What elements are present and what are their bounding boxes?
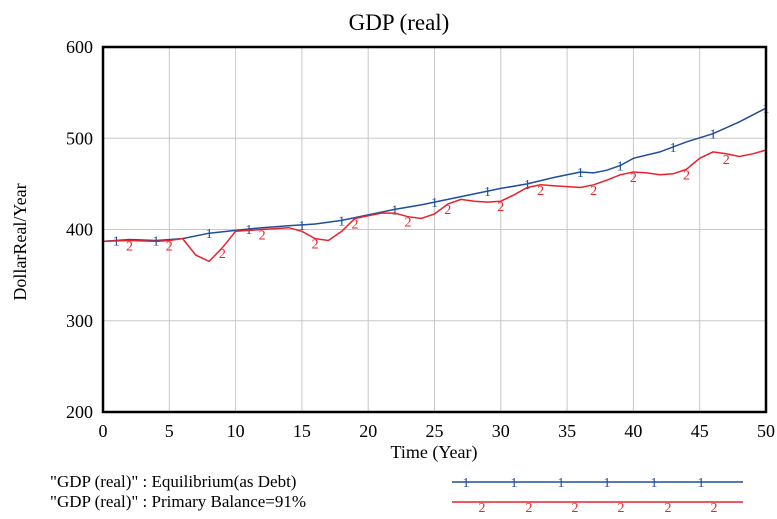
- series-marker-2: 2: [312, 238, 319, 253]
- y-tick-label: 200: [66, 402, 93, 422]
- series-marker-1: 1: [484, 185, 491, 200]
- plot-area-frame: [101, 45, 768, 414]
- x-tick-label: 20: [359, 421, 377, 441]
- legend: "GDP (real)" : Equilibrium(as Debt) 1 1 1 1 1…: [50, 472, 743, 516]
- series-marker-2: 2: [723, 153, 730, 168]
- x-tick-label: 40: [624, 421, 642, 441]
- series-marker-2: 2: [590, 184, 597, 199]
- series-marker-2: 2: [683, 168, 690, 183]
- x-tick-label: 0: [99, 421, 108, 441]
- legend-marker-1: 1: [604, 476, 611, 491]
- series-marker-1: 1: [298, 219, 305, 234]
- series-line-1: [102, 107, 767, 243]
- series-line-2: [102, 149, 767, 263]
- legend-marker-2: 2: [572, 501, 579, 516]
- legend-marker-2: 2: [711, 501, 718, 516]
- series-marker-1: 1: [113, 234, 120, 249]
- legend-marker-2: 2: [479, 501, 486, 516]
- series-marker-1: 1: [431, 196, 438, 211]
- x-tick-label: 10: [227, 421, 245, 441]
- legend-marker-2: 2: [665, 501, 672, 516]
- y-tick-label: 300: [66, 311, 93, 331]
- series-marker-2: 2: [166, 239, 173, 254]
- legend-marker-1: 1: [511, 476, 518, 491]
- series-marker-1: 1: [206, 227, 213, 242]
- legend-marker-1: 1: [698, 476, 705, 491]
- legend-marker-1: 1: [463, 476, 470, 491]
- y-tick-label: 600: [66, 37, 93, 57]
- x-axis-ticks: 0 5 10 15 20 25 30 35 40 45 50: [99, 421, 776, 441]
- series-marker-1: 1: [670, 141, 677, 156]
- series-marker-1: 1: [338, 214, 345, 229]
- x-tick-label: 50: [757, 421, 775, 441]
- legend-marker-1: 1: [651, 476, 658, 491]
- x-tick-label: 5: [165, 421, 174, 441]
- grid: [102, 46, 767, 413]
- series-marker-2: 2: [497, 200, 504, 215]
- x-tick-label: 30: [492, 421, 510, 441]
- y-axis-label: DollarReal/Year: [10, 183, 30, 300]
- legend-marker-2: 2: [618, 501, 625, 516]
- legend-marker-1: 1: [558, 476, 565, 491]
- x-tick-label: 35: [558, 421, 576, 441]
- x-tick-label: 45: [691, 421, 709, 441]
- x-tick-label: 25: [426, 421, 444, 441]
- legend-label-1: "GDP (real)" : Equilibrium(as Debt): [50, 472, 296, 491]
- y-tick-label: 500: [66, 128, 93, 148]
- legend-marker-2: 2: [526, 501, 533, 516]
- series-marker-2: 2: [444, 203, 451, 218]
- series-2: 2 2 2 2 2 2 2 2 2 2 2 2 2 2: [102, 149, 767, 263]
- series-marker-1: 1: [617, 160, 624, 175]
- series-marker-2: 2: [126, 239, 133, 254]
- series-marker-1: 1: [391, 203, 398, 218]
- series-marker-2: 2: [219, 247, 226, 262]
- series-marker-1: 1: [709, 128, 716, 143]
- legend-label-2: "GDP (real)" : Primary Balance=91%: [50, 492, 306, 511]
- series-marker-2: 2: [351, 218, 358, 233]
- series-marker-1: 1: [524, 178, 531, 193]
- x-tick-label: 15: [293, 421, 311, 441]
- series-marker-2: 2: [537, 184, 544, 199]
- series-marker-1: 1: [577, 166, 584, 181]
- y-axis-ticks: 200 300 400 500 600: [66, 37, 93, 422]
- series-marker-2: 2: [630, 171, 637, 186]
- x-axis-label: Time (Year): [390, 442, 477, 463]
- y-tick-label: 400: [66, 220, 93, 240]
- series-marker-2: 2: [404, 216, 411, 231]
- chart-title: GDP (real): [349, 10, 450, 35]
- series-marker-2: 2: [259, 229, 266, 244]
